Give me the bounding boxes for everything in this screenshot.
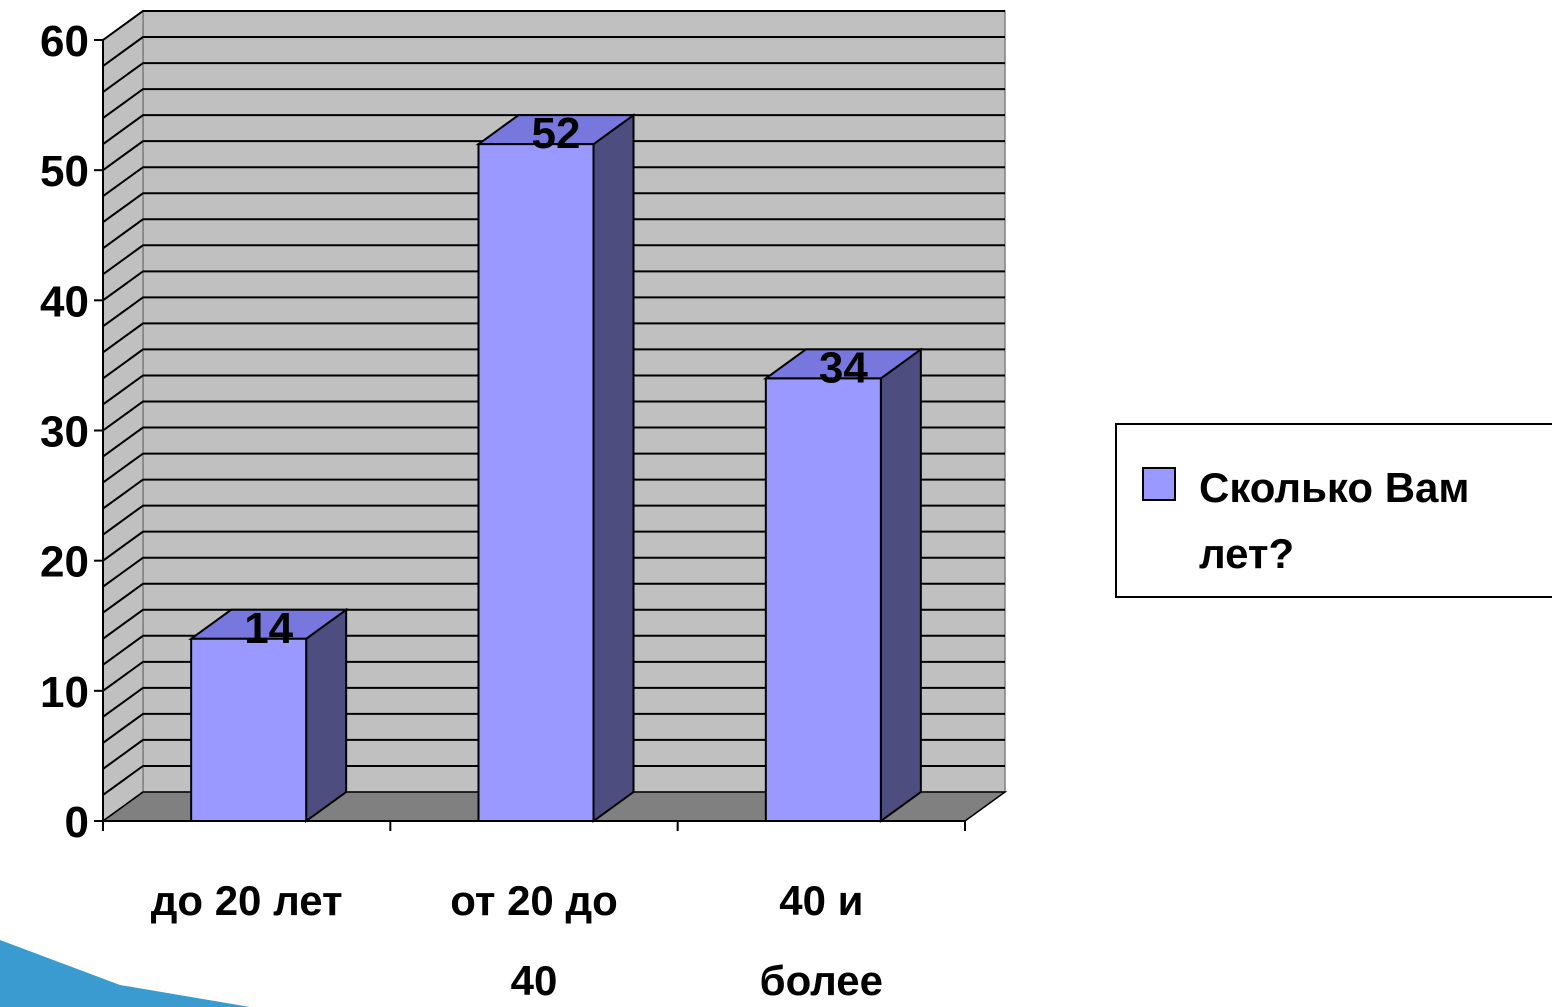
gridline (102, 192, 1005, 224)
gridline (102, 582, 1005, 614)
bar-side (592, 113, 635, 823)
gridline (102, 738, 1005, 770)
gridline (102, 686, 1005, 718)
labels: 0 10 20 30 40 50 60 14 52 34 до 20 лет от 20 до 40 40… (40, 17, 883, 1004)
gridline (102, 36, 1005, 67)
x-category-label: 40 (511, 957, 558, 1004)
gridline (102, 218, 1005, 250)
gridline (102, 608, 1005, 640)
y-tick-label: 40 (40, 277, 89, 326)
gridline (102, 348, 1005, 380)
gridline (102, 400, 1005, 432)
data-label: 14 (244, 604, 293, 653)
bars (188, 113, 924, 823)
legend: Сколько Вам лет? (1115, 423, 1552, 598)
data-label: 34 (819, 343, 868, 392)
gridline (102, 556, 1005, 588)
bar (762, 347, 924, 823)
gridline (102, 478, 1005, 510)
gridline (102, 764, 1005, 796)
x-category-label: до 20 лет (151, 877, 343, 924)
gridline (102, 244, 1005, 276)
bar-side (305, 607, 348, 823)
legend-label: Сколько Вам лет? (1199, 464, 1470, 577)
y-tick-label: 0 (65, 798, 89, 847)
gridline (102, 504, 1005, 536)
decor-layer (0, 940, 250, 1007)
gridline (102, 270, 1005, 302)
gridline (102, 10, 1005, 41)
bar-front (190, 637, 308, 822)
gridline (102, 660, 1005, 692)
bar (475, 113, 637, 823)
gridline (102, 322, 1005, 354)
gridlines (102, 10, 1005, 822)
gridline (102, 426, 1005, 458)
gridline (102, 296, 1005, 328)
x-category-label: от 20 до (450, 877, 618, 924)
x-category-label: 40 и (779, 877, 863, 924)
bar-side (879, 347, 922, 823)
x-category-label: более (760, 957, 883, 1004)
gridline (102, 634, 1005, 666)
gridline (102, 88, 1005, 119)
y-tick-label: 60 (40, 17, 89, 66)
corner-decoration (0, 940, 250, 1007)
gridline (102, 712, 1005, 744)
y-tick-label: 10 (40, 668, 89, 717)
gridline (102, 530, 1005, 562)
data-label: 52 (532, 109, 581, 158)
y-tick-label: 20 (40, 538, 89, 587)
gridline (102, 62, 1005, 93)
gridline (102, 452, 1005, 484)
gridline (102, 791, 144, 822)
gridline (102, 140, 1005, 171)
bar (188, 607, 350, 823)
gridline (102, 374, 1005, 406)
y-tick-label: 50 (40, 147, 89, 196)
gridline (102, 166, 1005, 198)
gridline (102, 114, 1005, 145)
bar-front (764, 377, 882, 822)
bar-front (477, 143, 595, 822)
y-tick-label: 30 (40, 408, 89, 457)
legend-swatch (1142, 467, 1176, 501)
